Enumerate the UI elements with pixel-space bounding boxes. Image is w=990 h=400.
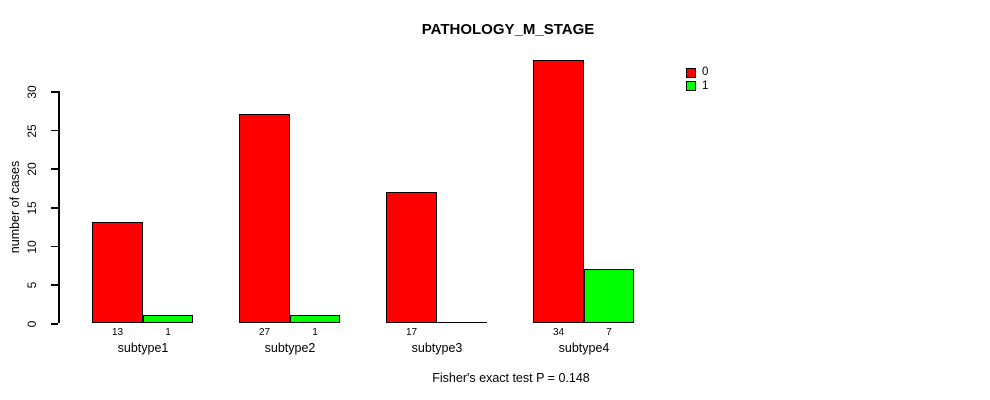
bar-value-label: 1 — [312, 327, 318, 338]
y-tick — [51, 207, 58, 209]
bar-value-label: 17 — [405, 327, 418, 338]
bar-subtype4-1 — [584, 269, 634, 323]
bar-value-label: 34 — [552, 327, 565, 338]
y-tick-label: 10 — [25, 239, 39, 254]
bar-subtype4-0 — [533, 60, 584, 323]
bar-subtype2-1 — [290, 315, 340, 323]
y-tick — [51, 129, 58, 132]
bar-value-label: 13 — [111, 327, 124, 338]
legend-entry: 0 — [686, 66, 708, 80]
legend-label: 0 — [702, 66, 709, 78]
bar-subtype3-0 — [386, 192, 437, 323]
bar-subtype1-0 — [92, 222, 143, 323]
legend-entry: 1 — [686, 80, 708, 94]
bar-value-label: 27 — [258, 327, 271, 338]
y-tick — [51, 168, 58, 170]
bar-value-label: 7 — [606, 327, 612, 338]
legend-swatch-icon — [686, 67, 696, 78]
y-tick-label: 30 — [25, 85, 39, 99]
y-tick — [51, 323, 58, 325]
fisher-test-caption: Fisher's exact test P = 0.148 — [432, 371, 590, 385]
chart-title: PATHOLOGY_M_STAGE — [421, 21, 595, 38]
legend-swatch-icon — [686, 81, 696, 92]
y-tick — [51, 91, 58, 93]
y-tick — [51, 245, 58, 248]
y-tick — [51, 284, 58, 286]
y-tick-label: 15 — [25, 201, 39, 215]
x-category-label: subtype4 — [558, 341, 610, 355]
y-tick-label: 5 — [25, 281, 39, 289]
x-category-label: subtype2 — [264, 341, 316, 355]
y-tick-label: 0 — [25, 320, 39, 328]
y-tick-label: 25 — [25, 123, 39, 138]
x-category-label: subtype3 — [411, 341, 463, 355]
bar-subtype1-1 — [143, 315, 193, 323]
legend-label: 1 — [702, 79, 709, 92]
y-tick-label: 20 — [25, 162, 39, 177]
bar-subtype2-0 — [239, 114, 290, 323]
bar-subtype3-1-zero — [437, 321, 487, 323]
y-axis-label: number of cases — [8, 160, 22, 254]
bar-value-label: 1 — [165, 327, 171, 338]
y-axis-line — [58, 91, 60, 323]
x-category-label: subtype1 — [117, 341, 169, 355]
